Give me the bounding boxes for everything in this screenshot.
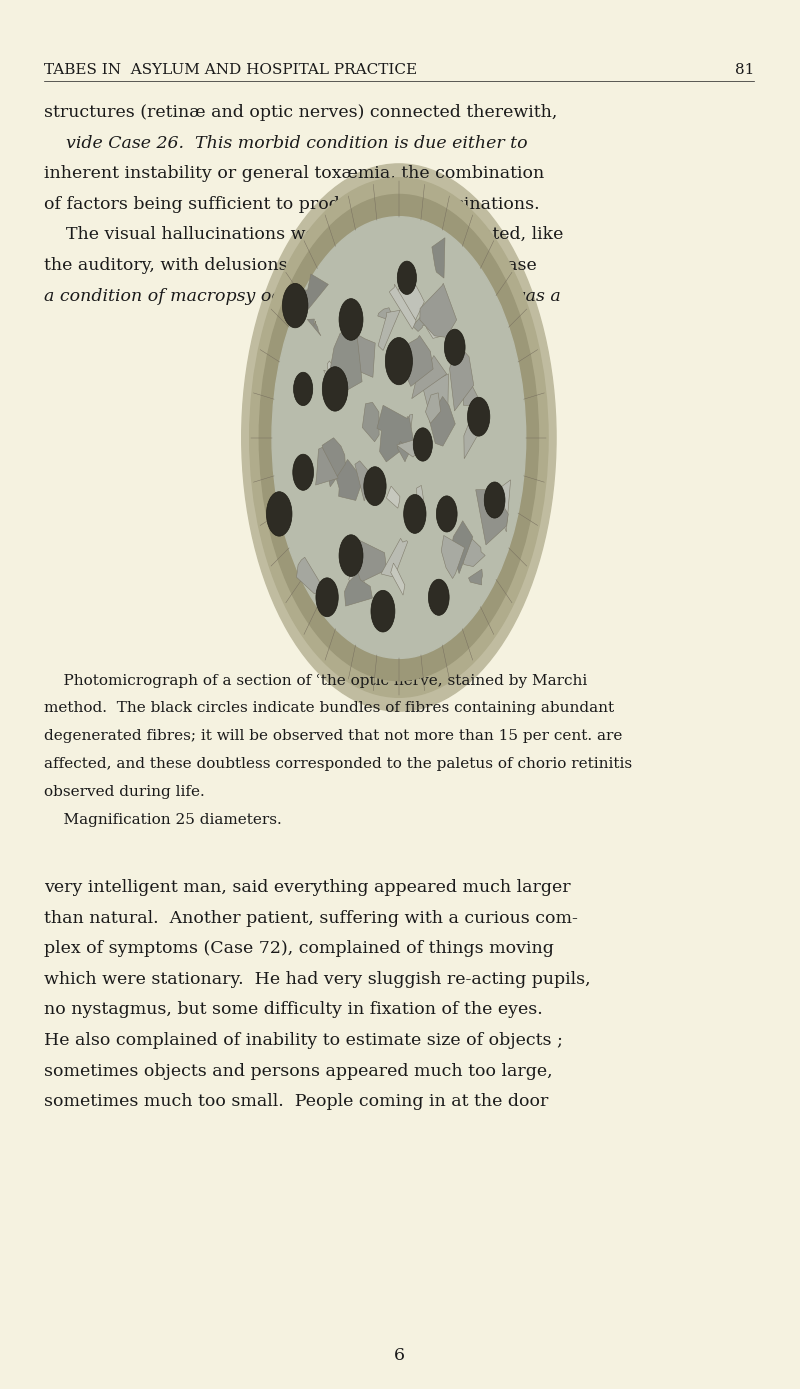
- Polygon shape: [464, 419, 482, 458]
- Polygon shape: [397, 271, 424, 319]
- Polygon shape: [442, 535, 465, 578]
- Text: TABES IN  ASYLUM AND HOSPITAL PRACTICE: TABES IN ASYLUM AND HOSPITAL PRACTICE: [44, 63, 417, 76]
- Polygon shape: [355, 461, 371, 501]
- Polygon shape: [381, 539, 408, 576]
- Text: than natural.  Another patient, suffering with a curious com-: than natural. Another patient, suffering…: [44, 910, 578, 926]
- Circle shape: [467, 397, 490, 436]
- Circle shape: [414, 428, 432, 461]
- Circle shape: [386, 338, 413, 385]
- Polygon shape: [407, 414, 413, 439]
- Circle shape: [339, 299, 363, 340]
- Polygon shape: [412, 351, 446, 399]
- Text: inherent instability or general toxæmia, the combination: inherent instability or general toxæmia,…: [44, 165, 544, 182]
- Text: Photomicrograph of a section of ʿthe optic nerve, stained by Marchi: Photomicrograph of a section of ʿthe opt…: [44, 674, 587, 688]
- Polygon shape: [496, 479, 510, 532]
- Circle shape: [259, 194, 538, 681]
- Polygon shape: [377, 406, 414, 463]
- Text: structures (retinæ and optic nerves) connected therewith,: structures (retinæ and optic nerves) con…: [44, 104, 558, 121]
- Polygon shape: [420, 283, 457, 338]
- Circle shape: [339, 535, 363, 576]
- Text: Fig. 7.: Fig. 7.: [374, 632, 423, 646]
- Polygon shape: [450, 521, 473, 574]
- Circle shape: [316, 578, 338, 617]
- Polygon shape: [362, 403, 379, 442]
- Text: very intelligent man, said everything appeared much larger: very intelligent man, said everything ap…: [44, 879, 570, 896]
- Text: method.  The black circles indicate bundles of fibres containing abundant: method. The black circles indicate bundl…: [44, 701, 614, 715]
- Text: sometimes objects and persons appeared much too large,: sometimes objects and persons appeared m…: [44, 1063, 553, 1079]
- Text: 81: 81: [734, 63, 754, 76]
- Polygon shape: [349, 558, 366, 589]
- Circle shape: [364, 467, 386, 506]
- Circle shape: [294, 372, 313, 406]
- Circle shape: [444, 329, 465, 365]
- Polygon shape: [390, 563, 405, 594]
- Text: observed during life.: observed during life.: [44, 785, 205, 799]
- Polygon shape: [425, 303, 448, 339]
- Text: He also complained of inability to estimate size of objects ;: He also complained of inability to estim…: [44, 1032, 562, 1049]
- Text: degenerated fibres; it will be observed that not more than 15 per cent. are: degenerated fibres; it will be observed …: [44, 729, 622, 743]
- Polygon shape: [413, 315, 424, 332]
- Polygon shape: [469, 569, 482, 585]
- Polygon shape: [398, 442, 410, 461]
- Text: The visual hallucinations were generally associated, like: The visual hallucinations were generally…: [44, 226, 563, 243]
- Polygon shape: [476, 489, 508, 544]
- Polygon shape: [303, 274, 328, 314]
- Text: a condition of macropsy occurred.  The patient, who was a: a condition of macropsy occurred. The pa…: [44, 288, 561, 304]
- Circle shape: [272, 217, 526, 658]
- Text: Magnification 25 diameters.: Magnification 25 diameters.: [44, 813, 282, 826]
- Polygon shape: [426, 393, 441, 424]
- Polygon shape: [384, 424, 398, 446]
- Polygon shape: [463, 383, 479, 406]
- Polygon shape: [432, 238, 445, 278]
- Circle shape: [266, 492, 292, 536]
- Text: sometimes much too small.  People coming in at the door: sometimes much too small. People coming …: [44, 1093, 548, 1110]
- Polygon shape: [324, 361, 348, 403]
- Circle shape: [322, 367, 348, 411]
- Text: vide Case 26.  This morbid condition is due either to: vide Case 26. This morbid condition is d…: [44, 135, 527, 151]
- Text: no nystagmus, but some difficulty in fixation of the eyes.: no nystagmus, but some difficulty in fix…: [44, 1001, 542, 1018]
- Polygon shape: [406, 336, 433, 386]
- Polygon shape: [460, 529, 486, 567]
- Circle shape: [398, 261, 417, 294]
- Polygon shape: [316, 447, 338, 485]
- Circle shape: [250, 178, 548, 697]
- Polygon shape: [397, 436, 428, 457]
- Polygon shape: [351, 539, 386, 585]
- Polygon shape: [450, 351, 474, 411]
- Polygon shape: [390, 285, 416, 329]
- Circle shape: [404, 494, 426, 533]
- Polygon shape: [307, 319, 321, 336]
- Polygon shape: [345, 572, 372, 606]
- Polygon shape: [322, 438, 346, 486]
- Circle shape: [484, 482, 505, 518]
- Text: which were stationary.  He had very sluggish re-acting pupils,: which were stationary. He had very slugg…: [44, 971, 590, 988]
- Polygon shape: [297, 557, 325, 593]
- Circle shape: [242, 164, 556, 711]
- Polygon shape: [430, 396, 455, 446]
- Circle shape: [293, 454, 314, 490]
- Polygon shape: [417, 485, 426, 517]
- Polygon shape: [422, 374, 449, 418]
- Circle shape: [282, 283, 308, 328]
- Polygon shape: [378, 308, 395, 322]
- Circle shape: [436, 496, 457, 532]
- Text: the auditory, with delusions of persecution.  In one case: the auditory, with delusions of persecut…: [44, 257, 537, 274]
- Polygon shape: [330, 333, 362, 390]
- Polygon shape: [341, 333, 375, 378]
- Circle shape: [371, 590, 395, 632]
- Text: of factors being sufficient to produce the hallucinations.: of factors being sufficient to produce t…: [44, 196, 539, 213]
- Text: affected, and these doubtless corresponded to the paletus of chorio retinitis: affected, and these doubtless correspond…: [44, 757, 632, 771]
- Polygon shape: [336, 460, 363, 500]
- Circle shape: [429, 579, 449, 615]
- Text: 6: 6: [394, 1347, 404, 1364]
- Polygon shape: [386, 486, 400, 508]
- Polygon shape: [378, 310, 400, 350]
- Text: plex of symptoms (Case 72), complained of things moving: plex of symptoms (Case 72), complained o…: [44, 940, 554, 957]
